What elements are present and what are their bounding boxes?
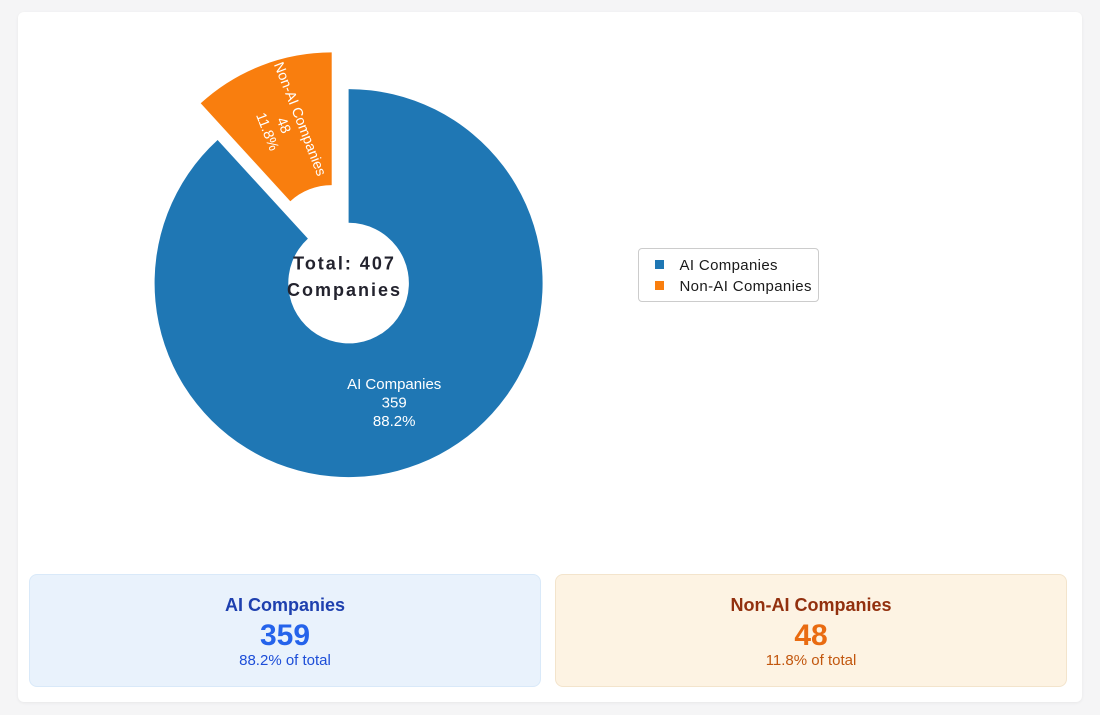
svg-text:AI Companies: AI Companies bbox=[347, 376, 441, 393]
svg-text:359: 359 bbox=[382, 395, 407, 412]
svg-text:88.2%: 88.2% bbox=[373, 413, 416, 430]
svg-text:48: 48 bbox=[273, 115, 294, 136]
svg-text:Total: 407: Total: 407 bbox=[293, 254, 396, 274]
svg-text:Companies: Companies bbox=[287, 280, 402, 300]
